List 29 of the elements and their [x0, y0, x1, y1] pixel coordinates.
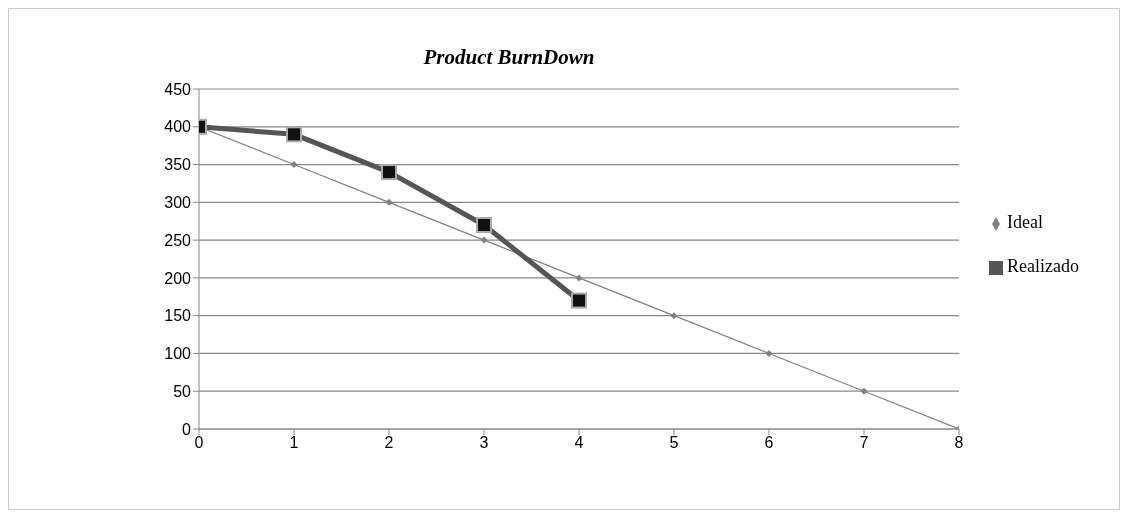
- x-tick-label: 0: [194, 434, 204, 452]
- point: [575, 274, 583, 282]
- chart-title: Product BurnDown: [422, 45, 596, 70]
- y-tick-label: 350: [164, 156, 192, 174]
- y-tick-label: 200: [164, 269, 192, 287]
- legend-label: Ideal: [1007, 212, 1044, 232]
- point: [765, 349, 773, 357]
- x-tick-label: 2: [384, 434, 394, 452]
- x-tick-label: 6: [764, 434, 774, 452]
- point: [670, 312, 678, 320]
- y-tick-label: 400: [164, 118, 192, 136]
- point: [860, 387, 868, 395]
- x-tick-label: 8: [954, 434, 964, 452]
- point: [290, 161, 298, 169]
- y-tick-label: 150: [164, 307, 192, 325]
- y-tick-label: 300: [164, 194, 192, 212]
- x-tick-label: 4: [574, 434, 584, 452]
- point: [385, 198, 393, 206]
- x-tick-label: 3: [479, 434, 489, 452]
- y-tick-label: 50: [173, 382, 192, 400]
- y-tick-label: 250: [164, 231, 192, 249]
- y-tick-label: 450: [164, 80, 192, 98]
- x-tick-label: 7: [859, 434, 869, 452]
- y-tick-label: 0: [182, 420, 192, 438]
- y-tick-label: 100: [164, 345, 192, 363]
- x-tick-label: 1: [289, 434, 299, 452]
- x-tick-label: 5: [669, 434, 679, 452]
- legend-label: Realizado: [1007, 256, 1079, 276]
- point: [480, 236, 488, 244]
